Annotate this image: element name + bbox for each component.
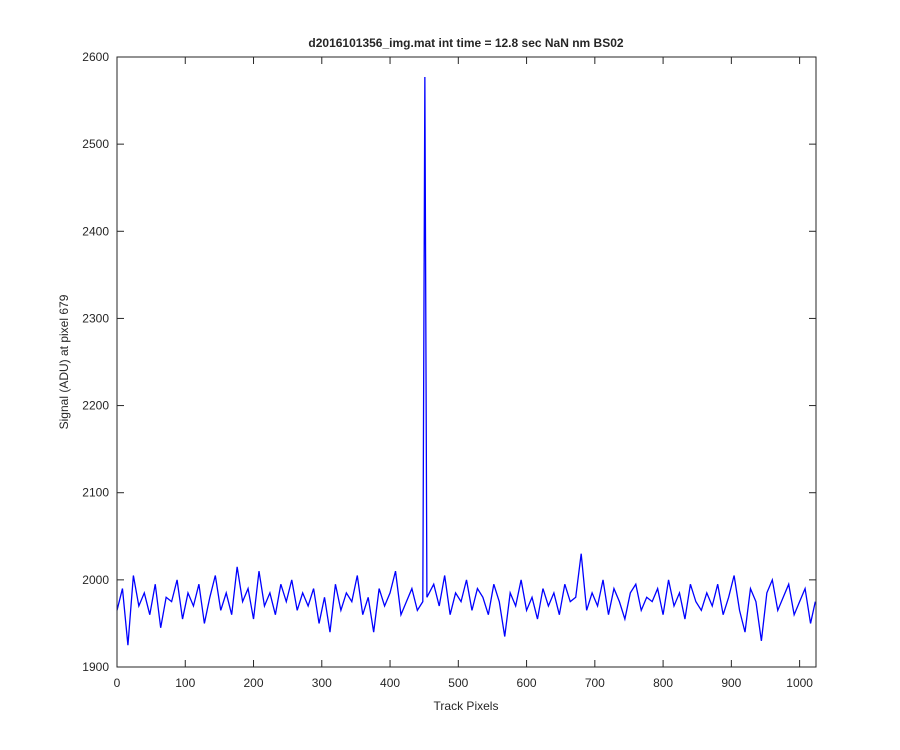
y-tick-label: 2000 xyxy=(82,573,109,587)
y-tick-label: 2600 xyxy=(82,50,109,64)
x-tick-label: 300 xyxy=(312,676,332,690)
x-tick-label: 500 xyxy=(448,676,468,690)
x-axis-label: Track Pixels xyxy=(434,699,499,713)
x-tick-label: 800 xyxy=(653,676,673,690)
chart-title: d2016101356_img.mat int time = 12.8 sec … xyxy=(308,36,623,50)
y-tick-label: 2300 xyxy=(82,311,109,325)
x-tick-label: 600 xyxy=(517,676,537,690)
y-tick-label: 2400 xyxy=(82,224,109,238)
x-tick-label: 0 xyxy=(114,676,121,690)
y-tick-label: 2100 xyxy=(82,486,109,500)
x-tick-label: 200 xyxy=(244,676,264,690)
x-tick-label: 700 xyxy=(585,676,605,690)
x-tick-label: 1000 xyxy=(786,676,813,690)
axes-box xyxy=(116,56,817,668)
x-tick-label: 900 xyxy=(721,676,741,690)
x-tick-label: 400 xyxy=(380,676,400,690)
data-line xyxy=(116,77,816,646)
y-tick-label: 2500 xyxy=(82,137,109,151)
plot-area xyxy=(116,77,816,646)
y-axis-label: Signal (ADU) at pixel 679 xyxy=(57,294,71,429)
y-tick-label: 1900 xyxy=(82,660,109,674)
x-tick-label: 100 xyxy=(175,676,195,690)
y-tick-label: 2200 xyxy=(82,399,109,413)
